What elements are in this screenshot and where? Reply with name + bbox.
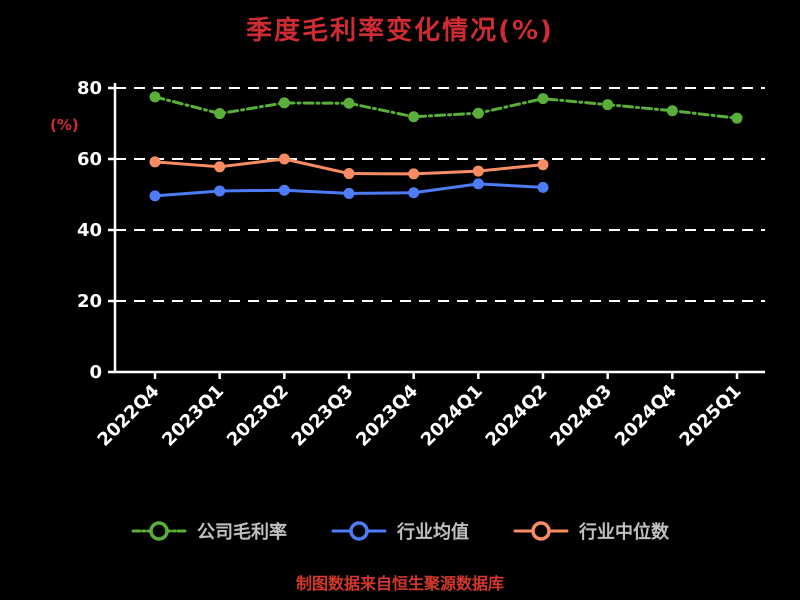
data-point: [537, 159, 549, 171]
data-point: [343, 187, 355, 199]
data-point: [537, 181, 549, 193]
data-point: [278, 184, 290, 196]
y-tick-label: 0: [89, 362, 102, 383]
y-tick-label: 40: [77, 220, 102, 241]
chart-title: 季度毛利率变化情况(%): [246, 16, 554, 46]
data-point: [472, 165, 484, 177]
x-tick-label: 2024Q4: [611, 381, 681, 451]
data-point: [666, 105, 678, 117]
y-tick-label: 80: [77, 78, 102, 99]
y-tick-label: 60: [77, 149, 102, 170]
data-point: [278, 153, 290, 165]
data-point: [602, 99, 614, 111]
data-point: [214, 108, 226, 120]
legend-label-industry-mean: 行业均值: [397, 522, 469, 543]
x-tick-label: 2022Q4: [94, 381, 164, 451]
data-point: [149, 156, 161, 168]
data-point: [149, 91, 161, 103]
data-point: [408, 111, 420, 123]
data-point: [472, 178, 484, 190]
legend-item-industry-mean: 行业均值: [331, 518, 469, 544]
chart-canvas: 0204060802022Q42023Q12023Q22023Q32023Q42…: [77, 78, 765, 451]
data-point: [408, 187, 420, 199]
data-point: [149, 190, 161, 202]
legend-marker-company-margin-icon: [131, 521, 187, 541]
y-axis-label: (%): [50, 116, 79, 134]
data-point: [343, 168, 355, 180]
legend-label-industry-median: 行业中位数: [579, 522, 669, 543]
x-tick-label: 2023Q3: [288, 381, 358, 451]
data-point: [537, 93, 549, 105]
data-point: [472, 107, 484, 119]
x-tick-label: 2024Q3: [546, 381, 616, 451]
data-point: [731, 112, 743, 124]
x-tick-label: 2024Q1: [417, 381, 487, 451]
chart-legend: 公司毛利率 行业均值 行业中位数: [0, 518, 800, 544]
legend-circle: [531, 521, 551, 541]
x-tick-label: 2024Q2: [482, 381, 552, 451]
y-tick-label: 20: [77, 291, 102, 312]
data-point: [408, 168, 420, 180]
series-line-0: [153, 95, 739, 120]
data-point: [214, 185, 226, 197]
x-tick-label: 2025Q1: [676, 381, 746, 451]
legend-item-company-margin: 公司毛利率: [131, 518, 287, 544]
x-tick-label: 2023Q4: [352, 381, 422, 451]
x-tick-label: 2023Q1: [158, 381, 228, 451]
footer-note: 制图数据来自恒生聚源数据库: [295, 574, 504, 593]
legend-marker-industry-median-icon: [513, 521, 569, 541]
data-point: [278, 97, 290, 109]
legend-item-industry-median: 行业中位数: [513, 518, 669, 544]
x-tick-label: 2023Q2: [223, 381, 293, 451]
legend-circle: [149, 521, 169, 541]
data-point: [343, 97, 355, 109]
data-point: [214, 161, 226, 173]
legend-marker-industry-mean-icon: [331, 521, 387, 541]
legend-label-company-margin: 公司毛利率: [197, 522, 287, 543]
legend-circle: [349, 521, 369, 541]
